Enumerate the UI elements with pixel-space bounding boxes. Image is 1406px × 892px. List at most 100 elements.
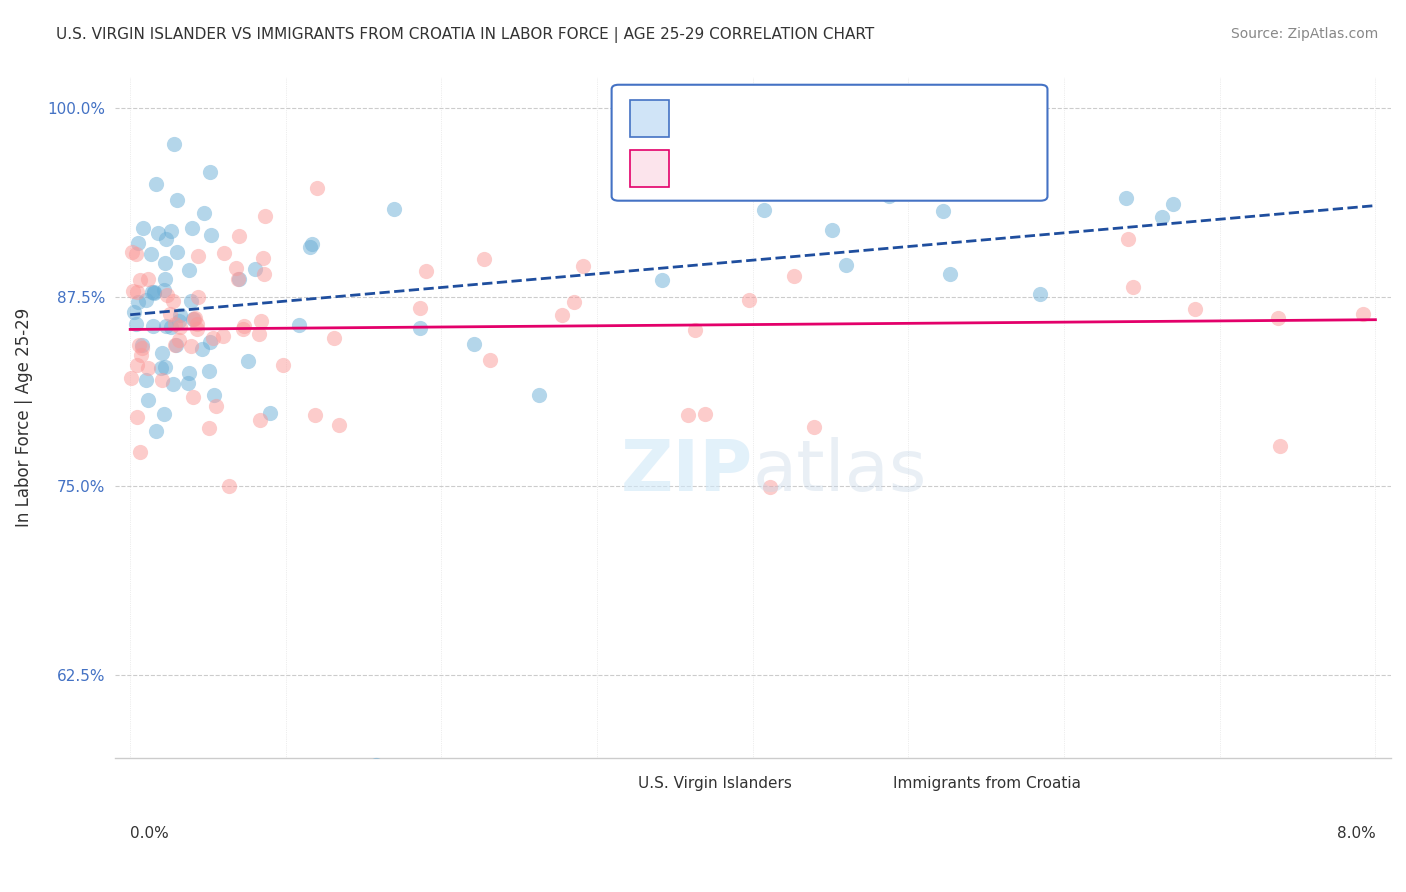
Point — [198, 420, 221, 434]
Point — [141, 285, 163, 299]
Point — [252, 251, 274, 265]
Point — [738, 293, 761, 307]
Point — [572, 259, 595, 273]
Point — [1150, 210, 1173, 224]
Text: 8.0%: 8.0% — [1337, 826, 1375, 840]
Point — [803, 420, 825, 434]
Point — [166, 194, 188, 208]
Text: 0.0%: 0.0% — [131, 826, 169, 840]
Point — [939, 267, 962, 281]
Point — [184, 310, 207, 325]
Point — [129, 348, 152, 362]
Text: Source: ZipAtlas.com: Source: ZipAtlas.com — [1230, 27, 1378, 41]
Point — [298, 240, 321, 254]
Point — [143, 285, 166, 300]
Bar — [855, 774, 887, 791]
Point — [181, 390, 204, 404]
Bar — [599, 774, 631, 791]
Point — [162, 294, 184, 309]
Point — [142, 285, 165, 299]
Text: R = 0.349   N = 72: R = 0.349 N = 72 — [675, 105, 859, 123]
Point — [927, 137, 949, 152]
Point — [169, 308, 191, 322]
Point — [121, 244, 143, 259]
Point — [141, 247, 163, 261]
Point — [271, 358, 294, 372]
Point — [180, 339, 202, 353]
Point — [328, 417, 350, 432]
Text: ZIP: ZIP — [620, 437, 752, 507]
Point — [127, 235, 149, 250]
Point — [183, 312, 205, 326]
Point — [153, 272, 176, 286]
Point — [128, 338, 150, 352]
Point — [754, 202, 776, 217]
Point — [198, 364, 221, 378]
Point — [131, 338, 153, 352]
Point — [287, 318, 309, 333]
Y-axis label: In Labor Force | Age 25-29: In Labor Force | Age 25-29 — [15, 308, 32, 527]
Point — [233, 318, 256, 333]
Point — [179, 262, 201, 277]
Point — [253, 267, 276, 281]
Point — [1351, 308, 1374, 322]
Point — [153, 283, 176, 297]
Point — [259, 406, 281, 420]
Point — [193, 206, 215, 220]
Point — [254, 209, 277, 223]
Point — [155, 319, 177, 334]
Point — [162, 376, 184, 391]
Point — [236, 354, 259, 368]
Text: U.S. VIRGIN ISLANDER VS IMMIGRANTS FROM CROATIA IN LABOR FORCE | AGE 25-29 CORRE: U.S. VIRGIN ISLANDER VS IMMIGRANTS FROM … — [56, 27, 875, 43]
Point — [932, 204, 955, 219]
Point — [150, 361, 173, 376]
Point — [125, 285, 148, 299]
Point — [232, 322, 254, 336]
Point — [127, 294, 149, 309]
Point — [304, 409, 326, 423]
Point — [129, 445, 152, 459]
Text: U.S. Virgin Islanders: U.S. Virgin Islanders — [638, 776, 792, 791]
Point — [150, 373, 173, 387]
Point — [651, 273, 673, 287]
Point — [408, 320, 430, 334]
Point — [150, 345, 173, 359]
Point — [1122, 279, 1144, 293]
Point — [152, 408, 174, 422]
Point — [146, 226, 169, 240]
Point — [160, 320, 183, 334]
Point — [1267, 310, 1289, 325]
Point — [1161, 197, 1184, 211]
Point — [835, 258, 858, 272]
Point — [1116, 232, 1139, 246]
Point — [366, 758, 388, 772]
Point — [1115, 191, 1137, 205]
Point — [177, 376, 200, 390]
Point — [181, 221, 204, 235]
Point — [165, 337, 187, 351]
Point — [162, 136, 184, 151]
Point — [200, 335, 222, 350]
Point — [212, 245, 235, 260]
Point — [169, 319, 191, 334]
Point — [120, 371, 142, 385]
Point — [821, 223, 844, 237]
Point — [695, 407, 717, 421]
Point — [125, 409, 148, 424]
Point — [225, 260, 247, 275]
Point — [165, 317, 187, 331]
Point — [409, 301, 432, 316]
Point — [160, 224, 183, 238]
Point — [1029, 287, 1052, 301]
Point — [180, 294, 202, 309]
Point — [758, 480, 780, 494]
Point — [212, 329, 235, 343]
Point — [166, 244, 188, 259]
Point — [479, 353, 502, 368]
Point — [226, 272, 249, 286]
Point — [187, 249, 209, 263]
Point — [186, 317, 208, 331]
Point — [181, 311, 204, 326]
Point — [218, 479, 240, 493]
Point — [124, 246, 146, 260]
